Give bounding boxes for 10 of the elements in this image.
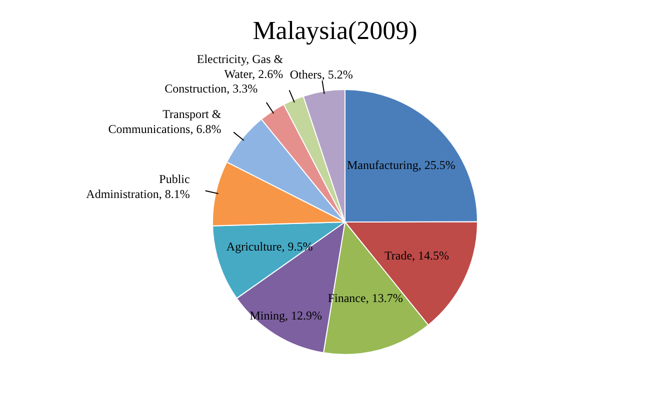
slice-label: Electricity, Gas & Water, 2.6% [196, 52, 284, 82]
slice-label: Trade, 14.5% [384, 248, 450, 262]
slice-label: Mining, 12.9% [250, 308, 322, 322]
slice-label: Transport & Communications, 6.8% [108, 106, 222, 136]
chart-title: Malaysia(2009) [252, 16, 418, 45]
slice-label: Others, 5.2% [290, 68, 353, 82]
slice-label: Manufacturing, 25.5% [347, 158, 456, 172]
slice-label: Public Administration, 8.1% [86, 172, 190, 201]
slice-label: Agriculture, 9.5% [226, 239, 313, 254]
slice-label: Construction, 3.3% [164, 81, 258, 96]
